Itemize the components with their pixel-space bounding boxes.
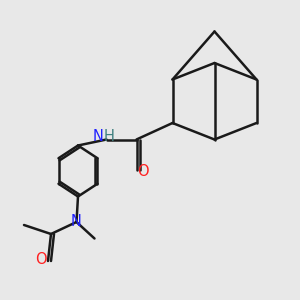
Text: N: N — [93, 129, 104, 144]
Text: N: N — [71, 214, 82, 230]
Text: O: O — [35, 252, 46, 267]
Text: O: O — [137, 164, 149, 178]
Text: H: H — [104, 129, 115, 144]
